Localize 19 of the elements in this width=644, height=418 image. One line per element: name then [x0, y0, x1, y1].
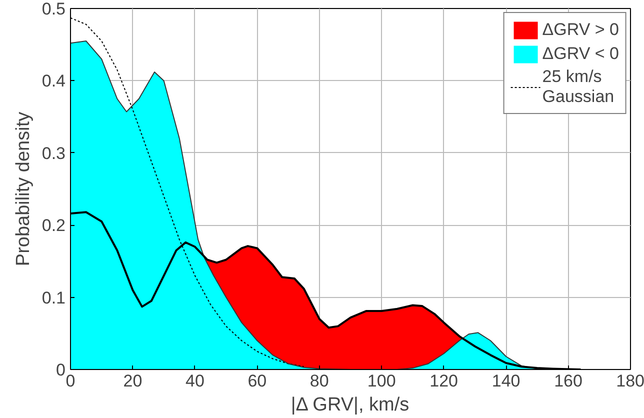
- x-axis-title: |Δ GRV|, km/s: [290, 394, 410, 416]
- y-tick-label: 0.2: [42, 216, 66, 236]
- y-tick-label: 0.3: [42, 144, 66, 163]
- x-tick-label: 20: [123, 372, 142, 390]
- x-tick-label: 60: [248, 372, 267, 390]
- x-tick-label: 140: [492, 372, 520, 390]
- legend-label: 25 km/s Gaussian: [542, 67, 614, 107]
- y-axis-title: Probability density: [12, 111, 34, 266]
- y-tick-label: 0.5: [42, 0, 66, 18]
- legend-label: ΔGRV > 0: [542, 20, 619, 40]
- x-tick-label: 80: [310, 372, 329, 390]
- x-tick-label: 40: [185, 372, 204, 390]
- x-tick-label: 160: [554, 372, 582, 390]
- y-tick-label: 0.1: [42, 288, 66, 308]
- x-tick-label: 180: [616, 372, 644, 390]
- y-tick-label: 0.4: [42, 72, 66, 91]
- legend-label: ΔGRV < 0: [542, 44, 619, 64]
- x-tick-label: 120: [430, 372, 458, 390]
- x-tick-label: 100: [367, 372, 396, 390]
